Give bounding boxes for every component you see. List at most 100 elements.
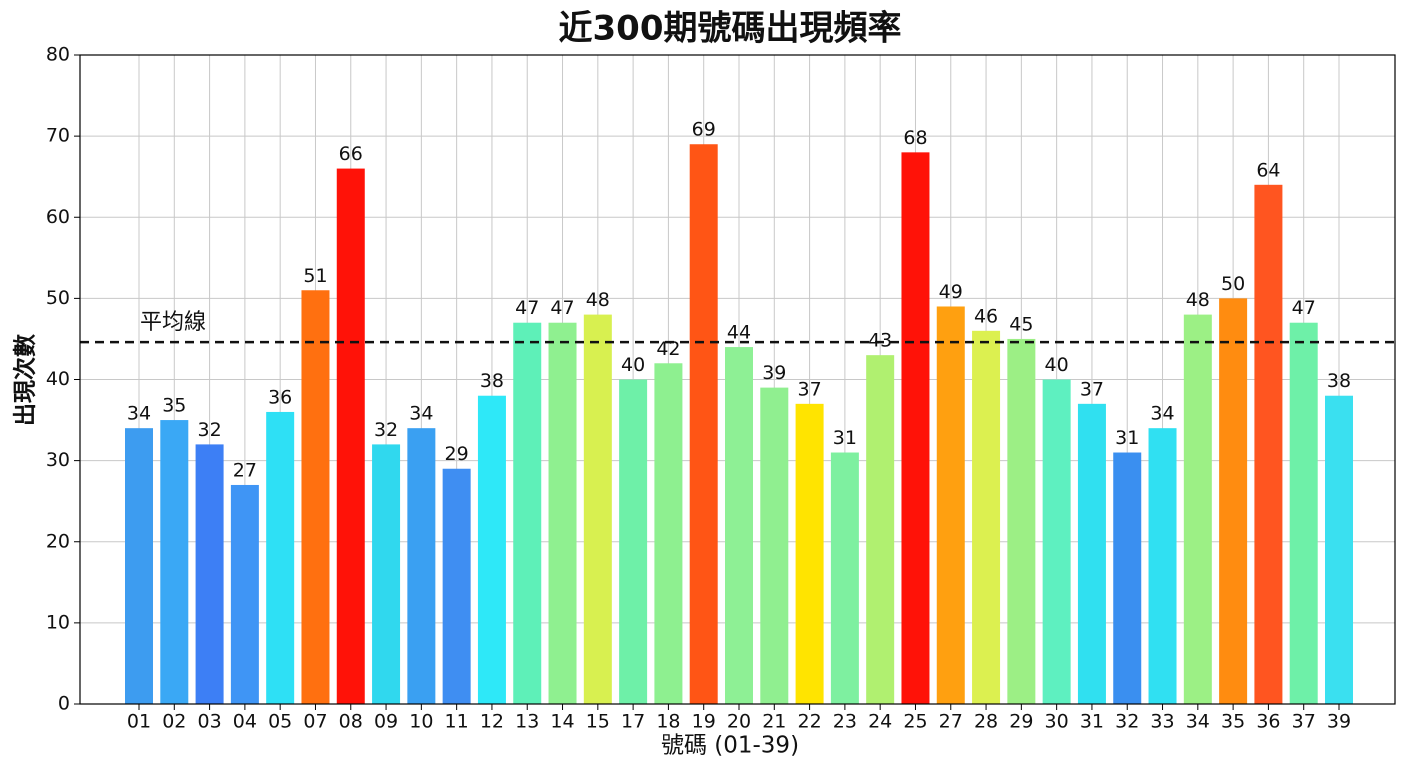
x-tick-label: 11: [445, 711, 469, 733]
value-label: 38: [480, 370, 504, 392]
bar: [195, 444, 224, 704]
bar: [1007, 338, 1036, 704]
value-label: 35: [162, 395, 186, 417]
x-axis-label: 號碼 (01-39): [661, 733, 799, 759]
chart-title: 近300期號碼出現頻率: [559, 9, 902, 49]
bar: [1113, 452, 1142, 704]
bar: [795, 403, 824, 704]
x-tick-label: 31: [1080, 711, 1104, 733]
y-tick-label: 70: [46, 125, 70, 147]
value-label: 45: [1009, 313, 1033, 335]
value-label: 32: [374, 419, 398, 441]
x-tick-label: 25: [903, 711, 927, 733]
value-label: 31: [1115, 427, 1139, 449]
y-tick-label: 10: [46, 611, 70, 633]
bar: [972, 330, 1001, 704]
x-tick-label: 15: [586, 711, 610, 733]
bar: [160, 420, 189, 704]
bar: [125, 428, 153, 704]
x-tick-label: 09: [374, 711, 398, 733]
x-tick-label: 03: [197, 711, 221, 733]
y-tick-label: 0: [58, 693, 70, 715]
y-tick-label: 40: [46, 368, 70, 390]
x-tick-label: 36: [1256, 711, 1280, 733]
bar: [619, 379, 648, 704]
y-tick-label: 30: [46, 449, 70, 471]
value-label: 48: [1186, 289, 1210, 311]
value-label: 37: [1080, 378, 1104, 400]
x-tick-label: 24: [868, 711, 892, 733]
x-tick-label: 01: [127, 711, 151, 733]
value-label: 69: [692, 119, 716, 141]
y-tick-label: 20: [46, 530, 70, 552]
x-tick-label: 37: [1292, 711, 1316, 733]
bar: [230, 484, 259, 704]
bar: [654, 363, 683, 704]
x-tick-label: 27: [939, 711, 963, 733]
bar: [1254, 184, 1283, 705]
x-tick-label: 34: [1186, 711, 1210, 733]
x-tick-label: 20: [727, 711, 751, 733]
value-label: 37: [797, 378, 821, 400]
value-label: 64: [1256, 159, 1280, 181]
x-tick-label: 29: [1009, 711, 1033, 733]
value-label: 43: [868, 330, 892, 352]
y-tick-label: 60: [46, 206, 70, 228]
x-tick-label: 08: [339, 711, 363, 733]
x-tick-label: 33: [1150, 711, 1174, 733]
x-tick-label: 04: [233, 711, 257, 733]
x-tick-label: 13: [515, 711, 539, 733]
y-tick-label: 80: [46, 44, 70, 66]
x-tick-label: 39: [1327, 711, 1351, 733]
plot-frame: [79, 54, 1396, 705]
bar: [936, 306, 965, 704]
x-tick-label: 18: [656, 711, 680, 733]
x-tick-label: 05: [268, 711, 292, 733]
bar: [725, 347, 753, 704]
x-tick-label: 22: [797, 711, 821, 733]
x-tick-label: 35: [1221, 711, 1245, 733]
bar: [830, 452, 859, 704]
value-label: 32: [197, 419, 221, 441]
bar: [1289, 322, 1318, 704]
value-label: 36: [268, 386, 292, 408]
value-label: 47: [515, 297, 539, 319]
x-tick-label: 02: [162, 711, 186, 733]
x-tick-label: 28: [974, 711, 998, 733]
bar: [372, 444, 401, 704]
x-tick-label: 30: [1045, 711, 1069, 733]
bar: [1219, 298, 1248, 704]
x-tick-label: 12: [480, 711, 504, 733]
x-tick-label: 19: [692, 711, 716, 733]
x-tick-label: 07: [303, 711, 327, 733]
value-label: 29: [445, 443, 469, 465]
value-label: 47: [550, 297, 574, 319]
bar: [760, 387, 789, 704]
value-label: 34: [127, 403, 151, 425]
value-label: 47: [1292, 297, 1316, 319]
value-label: 38: [1327, 370, 1351, 392]
value-label: 34: [409, 403, 433, 425]
value-label: 49: [939, 281, 963, 303]
bar: [442, 468, 471, 704]
bar: [1148, 428, 1177, 704]
value-label: 51: [303, 265, 327, 287]
bar: [866, 355, 895, 704]
y-tick-label: 50: [46, 287, 70, 309]
bar: [1042, 379, 1071, 704]
y-axis-label: 出現次數: [12, 334, 39, 426]
x-tick-label: 17: [621, 711, 645, 733]
value-label: 68: [903, 127, 927, 149]
bar: [336, 168, 365, 704]
value-label: 48: [586, 289, 610, 311]
bar: [301, 290, 330, 704]
bar: [1183, 314, 1212, 704]
bar: [583, 314, 612, 704]
x-tick-label: 10: [409, 711, 433, 733]
bar: [477, 395, 506, 704]
bar: [513, 322, 542, 704]
value-label: 44: [727, 322, 751, 344]
bar: [1325, 395, 1353, 704]
bar: [689, 144, 718, 705]
